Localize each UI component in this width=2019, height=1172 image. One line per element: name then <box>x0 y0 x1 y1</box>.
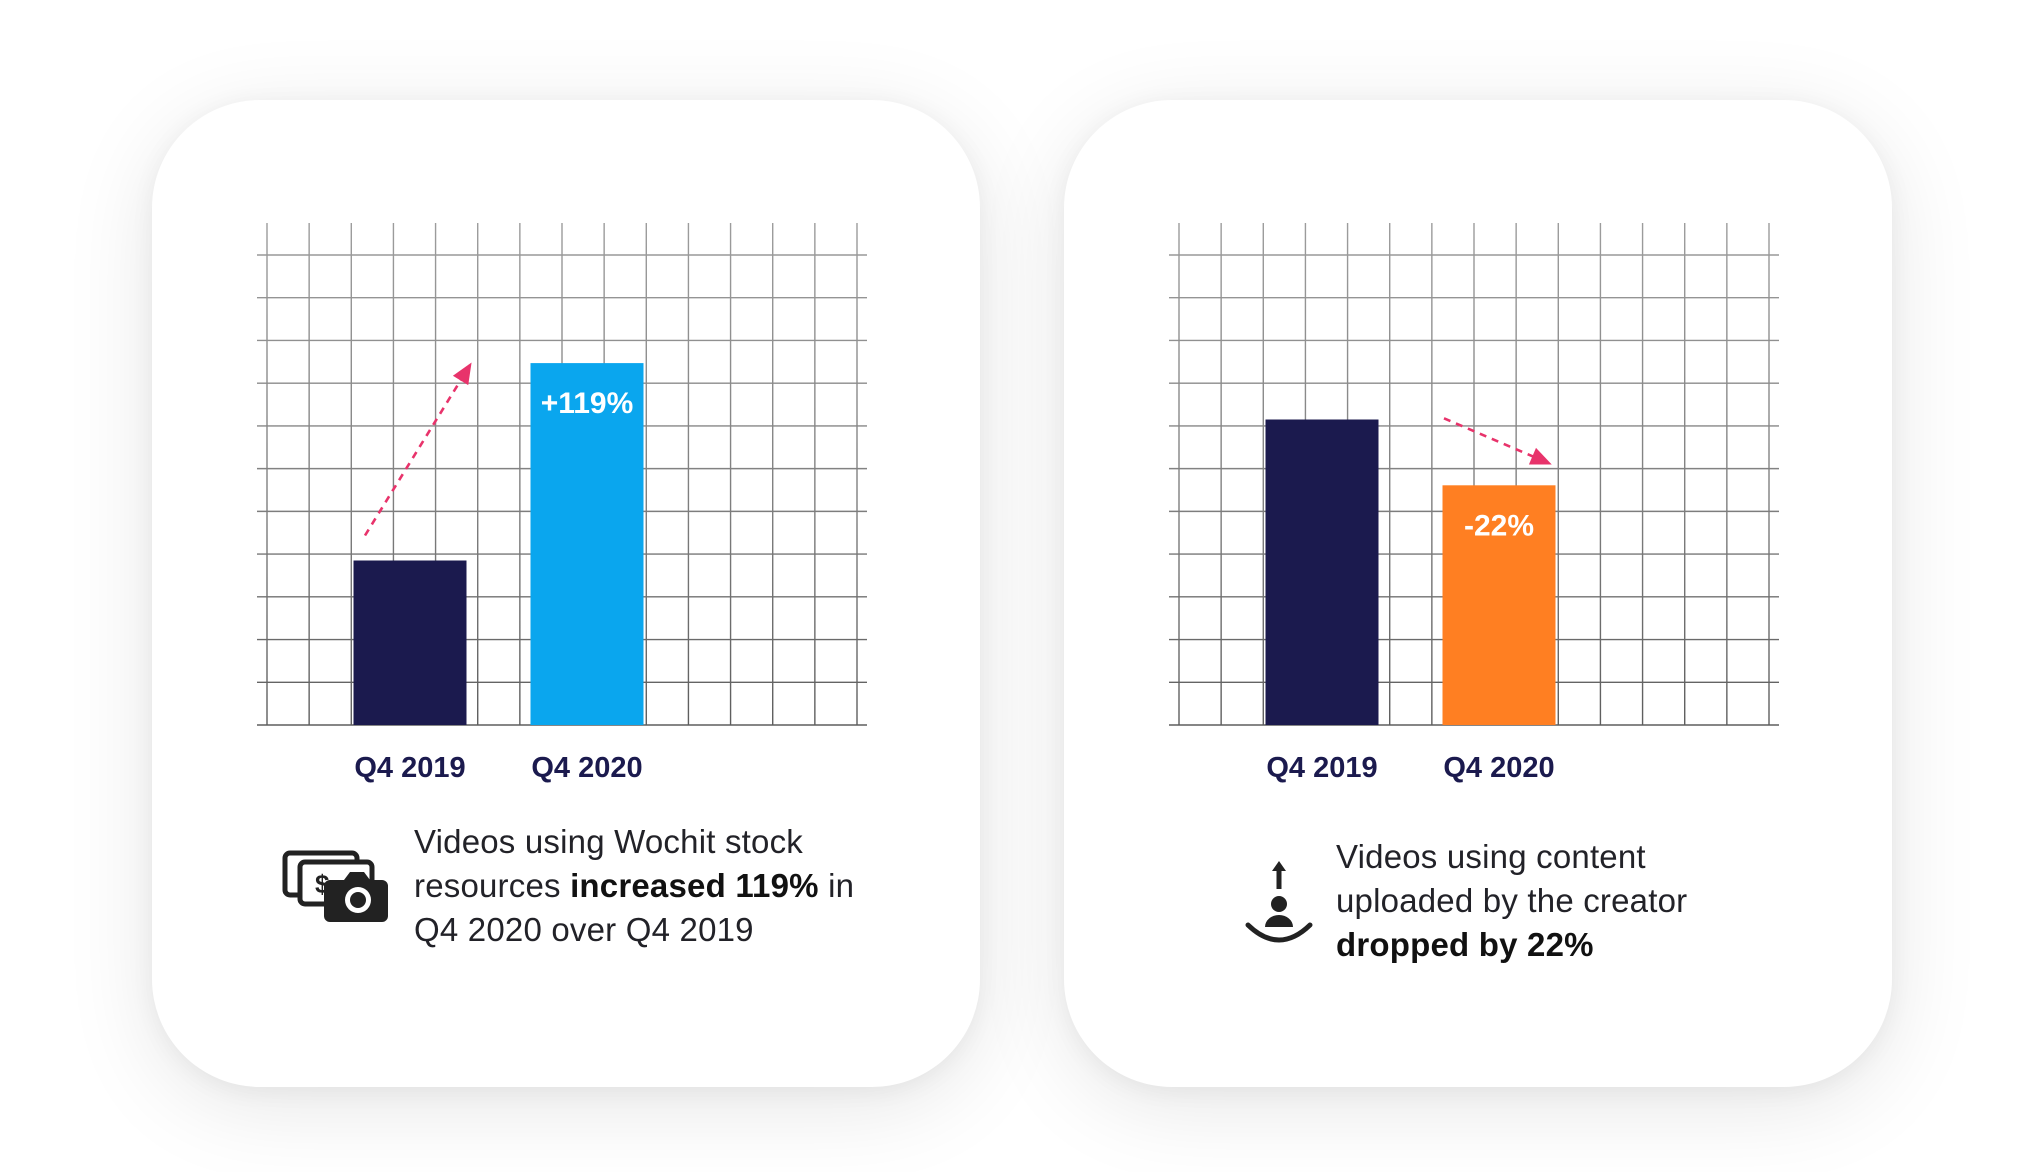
caption-text-normal: in Q4 2020 over Q4 2019 <box>414 867 855 948</box>
creator-uploads-caption-text: Videos using content uploaded by the cre… <box>1336 835 1716 967</box>
x-tick-label: Q4 2020 <box>531 752 642 784</box>
stock-resources-caption-text: Videos using Wochit stock resources incr… <box>414 820 884 952</box>
bar-q4-2019 <box>1265 419 1379 725</box>
bar-change-label: +119% <box>541 387 634 420</box>
caption-text-bold: increased 119% <box>570 867 819 904</box>
bar-change-label: -22% <box>1464 509 1534 542</box>
bar-q4-2020 <box>530 363 644 725</box>
stock-resources-bar-chart: Q4 2019 Q4 2020 +119% <box>257 223 867 784</box>
money-camera-icon: $ <box>282 850 388 922</box>
caption-text-bold: dropped by 22% <box>1336 926 1594 963</box>
bar-q4-2020 <box>1442 485 1556 725</box>
chart-grid <box>1169 223 1779 726</box>
x-tick-label: Q4 2019 <box>1266 752 1377 784</box>
stock-resources-card: Q4 2019 Q4 2020 +119% $ Videos using Wochi… <box>152 100 980 1087</box>
trend-arrow-line <box>1443 417 1550 465</box>
trend-arrow-head <box>1528 447 1552 465</box>
creator-uploads-card: Q4 2019 Q4 2020 -22% Videos using content … <box>1064 100 1892 1087</box>
x-tick-label: Q4 2019 <box>354 752 465 784</box>
caption-text-normal: Videos using Wochit stock resources <box>414 823 803 904</box>
bar-q4-2019 <box>353 560 467 725</box>
trend-arrow-line <box>363 364 472 537</box>
stock-resources-caption: $ Videos using Wochit stock resources in… <box>282 820 884 952</box>
upload-user-icon <box>1245 861 1313 943</box>
caption-text-normal: Videos using content uploaded by the cre… <box>1336 838 1688 919</box>
trend-arrow-head <box>452 362 472 386</box>
x-tick-label: Q4 2020 <box>1443 752 1554 784</box>
creator-uploads-caption: Videos using content uploaded by the cre… <box>1244 835 1716 967</box>
creator-uploads-bar-chart: Q4 2019 Q4 2020 -22% <box>1169 223 1779 784</box>
